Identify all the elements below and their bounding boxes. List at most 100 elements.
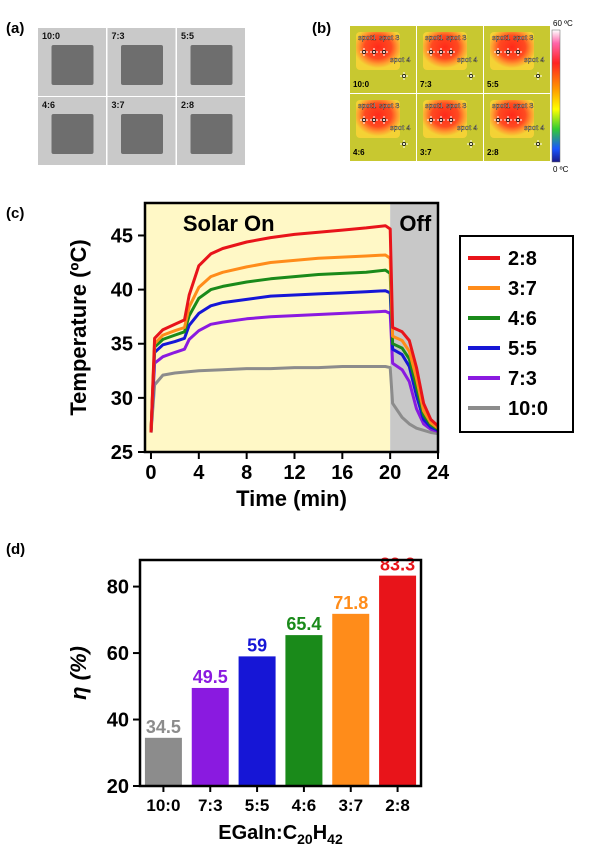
spot-label-1: spot1 bbox=[492, 101, 510, 110]
spot-marker bbox=[536, 74, 540, 78]
x-axis-title: Time (min) bbox=[236, 486, 347, 511]
x-tick-label: 4:6 bbox=[292, 796, 317, 815]
x-axis-title: EGaIn:C20H42 bbox=[218, 822, 343, 847]
bar-4-6 bbox=[285, 635, 323, 786]
spot-marker bbox=[439, 50, 443, 54]
heated-region bbox=[356, 100, 400, 138]
y-tick-label: 35 bbox=[111, 334, 133, 356]
x-tick-label: 0 bbox=[145, 462, 156, 484]
series-line-4-6 bbox=[149, 268, 439, 433]
heated-region bbox=[490, 100, 534, 138]
x-tick-label: 24 bbox=[427, 462, 450, 484]
y-axis-title: Temperature (ºC) bbox=[66, 239, 91, 415]
thermal-tile-label: 7:3 bbox=[420, 80, 432, 89]
series-line-10-0 bbox=[149, 365, 439, 436]
spot-label-3: spot 3 bbox=[379, 33, 399, 42]
efficiency-bar-chart: 34.5 10:0 49.5 7:3 59 5:5 65.4 4:6 71.8 3:7 83.3 2:… bbox=[66, 555, 423, 847]
panel-label-c: (c) bbox=[6, 205, 25, 222]
spot-marker bbox=[516, 118, 520, 122]
spot-marker bbox=[439, 118, 443, 122]
sample-square bbox=[121, 114, 163, 154]
spot-label-4: spot 4 bbox=[457, 123, 477, 132]
thermal-tile-label: 10:0 bbox=[353, 80, 370, 89]
photo-tile-label: 4:6 bbox=[42, 100, 55, 110]
spot-label-4: spot 4 bbox=[524, 123, 544, 132]
spot-label-3: spot 3 bbox=[446, 101, 466, 110]
sample-photo-panel: 10:0 7:3 5:5 4:6 3:7 2:8 bbox=[38, 28, 246, 165]
spot-marker bbox=[506, 50, 510, 54]
spot-marker bbox=[402, 142, 406, 146]
bar-value-label: 83.3 bbox=[380, 555, 415, 575]
spot-label-4: spot 4 bbox=[524, 55, 544, 64]
bar-5-5 bbox=[238, 656, 276, 786]
legend-label: 5:5 bbox=[508, 338, 537, 360]
y-tick-label: 60 bbox=[107, 643, 129, 665]
y-tick-label: 30 bbox=[111, 388, 133, 410]
spot-marker bbox=[402, 74, 406, 78]
spot-marker bbox=[449, 50, 453, 54]
spot-label-4: spot 4 bbox=[390, 123, 410, 132]
region-label-solar-on: Solar On bbox=[183, 211, 275, 236]
bar-value-label: 49.5 bbox=[193, 667, 228, 687]
spot-label-4: spot 4 bbox=[390, 55, 410, 64]
spot-label-1: spot1 bbox=[492, 33, 510, 42]
temperature-line-chart: Solar On Off 0 4 8 12 16 20 24 25 30 35 40 45 Time (mi… bbox=[66, 201, 574, 511]
colorbar-max-label: 60 ºC bbox=[553, 19, 573, 28]
sample-square bbox=[51, 114, 94, 154]
series-line-2-8 bbox=[149, 224, 440, 433]
spot-marker bbox=[382, 50, 386, 54]
spot-marker bbox=[429, 118, 433, 122]
y-tick-label: 40 bbox=[111, 280, 133, 302]
bar-value-label: 65.4 bbox=[286, 614, 321, 634]
bar-2-8 bbox=[379, 575, 417, 786]
spot-marker bbox=[536, 142, 540, 146]
thermal-tile-label: 3:7 bbox=[420, 148, 432, 157]
spot-label-1: spot1 bbox=[358, 101, 376, 110]
sample-square bbox=[51, 45, 94, 85]
sample-square bbox=[190, 114, 233, 154]
legend-label: 2:8 bbox=[508, 248, 537, 270]
x-tick-label: 12 bbox=[283, 462, 305, 484]
bar-value-label: 59 bbox=[247, 635, 267, 655]
y-tick-label: 25 bbox=[111, 442, 133, 464]
x-tick-label: 8 bbox=[241, 462, 252, 484]
heated-region bbox=[490, 32, 534, 70]
region-label-off: Off bbox=[399, 211, 431, 236]
bar-value-label: 34.5 bbox=[146, 717, 181, 737]
series-line-5-5 bbox=[149, 289, 439, 433]
sample-square bbox=[190, 45, 233, 85]
thermal-tile-label: 2:8 bbox=[487, 148, 499, 157]
panel-label-b: (b) bbox=[312, 20, 332, 37]
bar-10-0 bbox=[144, 737, 182, 786]
spot-marker bbox=[372, 118, 376, 122]
region-shade-1 bbox=[390, 203, 438, 452]
x-tick-label: 10:0 bbox=[146, 796, 180, 815]
spot-marker bbox=[449, 118, 453, 122]
spot-label-3: spot 3 bbox=[513, 33, 533, 42]
spot-marker bbox=[496, 50, 500, 54]
spot-marker bbox=[469, 142, 473, 146]
panel-label-a: (a) bbox=[6, 20, 25, 37]
photo-tile-label: 5:5 bbox=[181, 31, 194, 41]
heated-region bbox=[423, 32, 467, 70]
spot-marker bbox=[429, 50, 433, 54]
spot-marker bbox=[382, 118, 386, 122]
photo-tile-label: 10:0 bbox=[42, 31, 60, 41]
thermal-tile-label: 4:6 bbox=[353, 148, 365, 157]
spot-marker bbox=[469, 74, 473, 78]
x-tick-label: 16 bbox=[331, 462, 353, 484]
series-line-3-7 bbox=[149, 253, 439, 433]
legend-label: 4:6 bbox=[508, 308, 537, 330]
legend-label: 7:3 bbox=[508, 368, 537, 390]
thermal-tile-label: 5:5 bbox=[487, 80, 499, 89]
plot-frame bbox=[143, 201, 440, 454]
sample-square bbox=[121, 45, 163, 85]
spot-label-4: spot 4 bbox=[457, 55, 477, 64]
spot-label-3: spot 3 bbox=[379, 101, 399, 110]
photo-tile-label: 7:3 bbox=[112, 31, 125, 41]
spot-label-1: spot1 bbox=[425, 101, 443, 110]
heated-region bbox=[423, 100, 467, 138]
spot-label-1: spot1 bbox=[425, 33, 443, 42]
spot-marker bbox=[372, 50, 376, 54]
